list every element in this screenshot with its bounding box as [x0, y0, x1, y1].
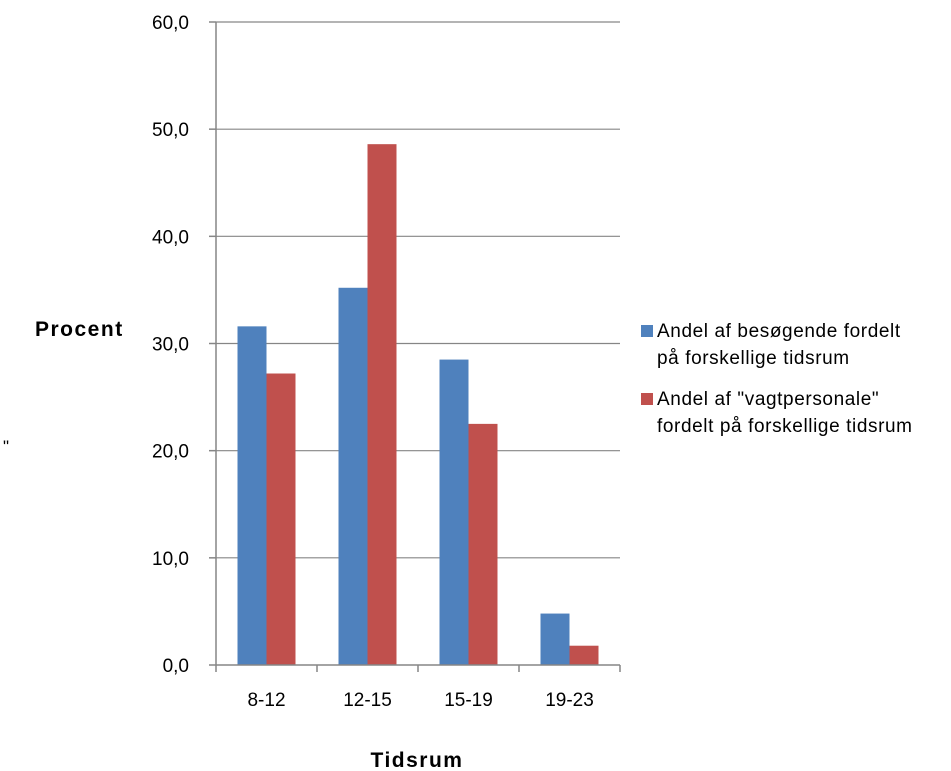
legend-label-visitors: Andel af besøgende fordelt på forskellig…: [657, 321, 901, 369]
y-tick-label: 20,0: [152, 442, 189, 463]
axes: [209, 21, 621, 672]
x-axis-title: Tidsrum: [371, 749, 464, 771]
x-tick-label: 8-12: [247, 690, 285, 711]
x-tick-label: 15-19: [444, 690, 493, 711]
y-axis-title: Procent: [35, 318, 124, 341]
bar: [266, 373, 296, 665]
y-tick-label: 50,0: [152, 120, 189, 141]
legend-swatch-staff: [641, 393, 653, 405]
bars: [237, 144, 599, 666]
x-tick-label: 12-15: [343, 690, 392, 711]
y-tick-label: 40,0: [152, 227, 189, 248]
legend-swatch-visitors: [641, 325, 653, 337]
legend-label-staff: Andel af "vagtpersonale" fordelt på fors…: [657, 389, 913, 437]
y-tick-label: 60,0: [152, 13, 189, 34]
bar: [540, 613, 570, 665]
bar: [569, 645, 599, 665]
x-tick-label: 19-23: [545, 690, 594, 711]
bar: [338, 287, 368, 665]
y-tick-label: 30,0: [152, 335, 189, 356]
y-tick-label: 0,0: [163, 656, 189, 677]
bar: [237, 326, 267, 665]
y-tick-label: 10,0: [152, 549, 189, 570]
legend: Andel af besøgende fordelt på forskellig…: [641, 318, 941, 454]
x-tick-labels: 8-12 12-15 15-19 19-23: [247, 690, 593, 711]
bar: [468, 423, 498, 665]
stray-quote-mark: ": [3, 437, 9, 456]
bar: [367, 144, 397, 666]
legend-item-staff: Andel af "vagtpersonale" fordelt på fors…: [641, 386, 941, 440]
bar: [439, 359, 469, 665]
legend-item-visitors: Andel af besøgende fordelt på forskellig…: [641, 318, 941, 372]
y-tick-labels: 0,0 10,0 20,0 30,0 40,0 50,0 60,0: [152, 13, 189, 677]
